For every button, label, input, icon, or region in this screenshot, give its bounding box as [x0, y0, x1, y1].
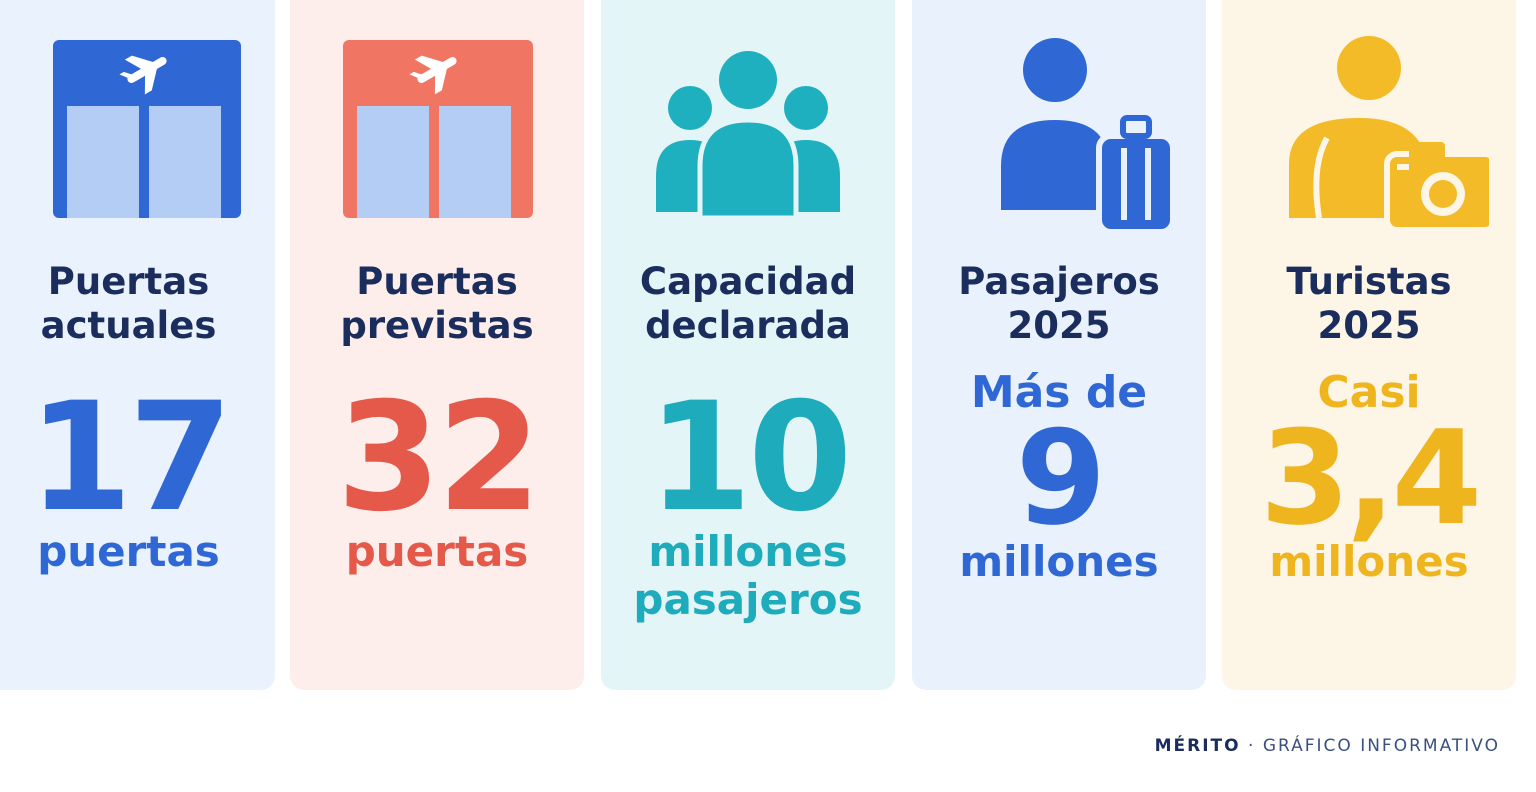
title-line: Capacidad — [639, 260, 857, 303]
title-line: 2025 — [1317, 304, 1421, 347]
card: Capacidad declarada 10 millones pasajeros — [601, 0, 895, 690]
title-line: actuales — [40, 304, 217, 347]
footer-separator: · — [1248, 736, 1256, 756]
unit-line: millones — [648, 527, 848, 576]
card-title: Capacidad declarada — [640, 260, 856, 348]
card: Turistas 2025 Casi 3,4 millones — [1222, 0, 1516, 690]
unit-line: puertas — [345, 527, 529, 576]
card-title: Puertas previstas — [340, 260, 533, 348]
card: Puertas actuales 17 puertas — [0, 0, 275, 690]
footer-label: GRÁFICO INFORMATIVO — [1262, 736, 1500, 756]
value-prefix: Más de — [970, 367, 1148, 418]
title-line: 2025 — [1007, 304, 1111, 347]
title-line: declarada — [645, 304, 851, 347]
card-value: 10 — [647, 371, 853, 545]
tourist-icon — [1289, 36, 1489, 233]
card-value: 32 — [336, 371, 542, 545]
card-value: 9 — [1015, 402, 1106, 554]
unit-line: millones — [959, 537, 1159, 586]
passenger-icon — [1001, 38, 1176, 235]
unit-line: pasajeros — [633, 575, 863, 624]
people-icon — [656, 51, 840, 221]
card-value: 3,4 — [1259, 402, 1482, 554]
value-unit: millones — [1269, 538, 1468, 586]
gate-icon — [343, 40, 533, 218]
title-line: Pasajeros — [958, 260, 1160, 303]
card-value: 17 — [28, 371, 233, 545]
gate-icon — [52, 40, 241, 218]
card: Puertas previstas 32 puertas — [290, 0, 584, 690]
card: Pasajeros 2025 Más de 9 millones — [912, 0, 1206, 690]
card-title: Pasajeros 2025 — [958, 260, 1160, 348]
unit-line: puertas — [37, 527, 220, 576]
value-unit: millones — [959, 538, 1158, 586]
value-prefix: Casi — [1317, 367, 1421, 418]
footer: MÉRITO · GRÁFICO INFORMATIVO — [1155, 736, 1500, 756]
title-line: Turistas — [1286, 260, 1452, 303]
title-line: Puertas — [47, 260, 210, 303]
title-line: Puertas — [356, 260, 518, 303]
title-line: previstas — [340, 304, 534, 347]
footer-brand: MÉRITO — [1154, 736, 1241, 756]
value-unit: puertas — [346, 528, 529, 576]
card-title: Turistas 2025 — [1286, 260, 1451, 348]
value-unit: millones pasajeros — [633, 528, 862, 624]
card-title: Puertas actuales — [41, 260, 217, 348]
unit-line: millones — [1269, 537, 1469, 586]
value-unit: puertas — [37, 528, 220, 576]
